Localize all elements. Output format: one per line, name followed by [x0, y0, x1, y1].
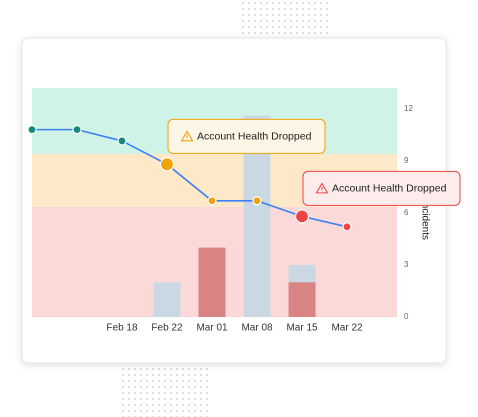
- x-tick-label: Mar 15: [286, 323, 318, 334]
- x-tick-label: Mar 08: [241, 323, 273, 334]
- health-point: [294, 209, 310, 224]
- callout-tint: [168, 119, 325, 154]
- health-point: [72, 125, 82, 135]
- callout-box: [302, 170, 461, 206]
- y2-axis-label: Incidents: [419, 200, 430, 240]
- annotations: Account Health Dropped Account Health Dro…: [167, 118, 461, 206]
- warning-icon: [315, 182, 329, 194]
- y2-tick-label: 3: [404, 260, 409, 269]
- health-point: [207, 196, 217, 206]
- callout-box: [167, 118, 326, 154]
- health-line: [32, 128, 348, 228]
- y2-tick-label: 12: [404, 104, 413, 113]
- incident-bar: [153, 282, 181, 317]
- health-point: [252, 196, 262, 206]
- callout-tint: [303, 171, 460, 206]
- x-tick-label: Mar 22: [331, 323, 363, 334]
- x-tick-label: Mar 01: [196, 323, 228, 334]
- callout-text: Account Health Dropped: [197, 131, 312, 143]
- dot-pattern: [120, 366, 210, 417]
- health-point: [342, 222, 352, 232]
- y2-tick-label: 0: [404, 312, 409, 321]
- dot-pattern: [240, 0, 330, 40]
- incident-bar: [288, 282, 316, 317]
- incident-bar: [198, 247, 226, 317]
- callout-text: Account Health Dropped: [332, 183, 447, 195]
- y2-tick-label: 9: [404, 156, 409, 165]
- health-point: [159, 157, 175, 172]
- x-tick-label: Feb 22: [151, 323, 183, 334]
- warning-icon: [180, 130, 194, 142]
- health-point: [27, 125, 37, 135]
- y2-tick-label: 6: [404, 208, 409, 217]
- x-tick-label: Feb 18: [106, 323, 138, 334]
- health-point: [117, 136, 127, 146]
